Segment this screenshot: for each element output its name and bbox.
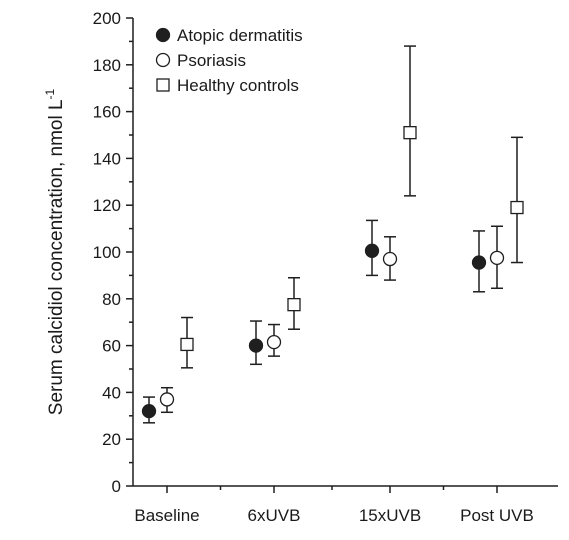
y-tick-label-180: 180 (93, 56, 121, 75)
legend-marker-2 (156, 78, 170, 92)
data-marks-group (141, 45, 524, 424)
x-tick-label-2: 15xUVB (359, 506, 421, 525)
legend-label-2: Healthy controls (177, 76, 299, 95)
y-tick-label-100: 100 (93, 243, 121, 262)
x-tick-label-3: Post UVB (460, 506, 534, 525)
y-tick-label-80: 80 (102, 290, 121, 309)
y-axis-title-superscript: -1 (43, 88, 57, 99)
data-point (159, 392, 175, 407)
data-point (180, 337, 194, 352)
y-tick-label-160: 160 (93, 103, 121, 122)
data-point (287, 297, 301, 312)
data-point (266, 334, 282, 350)
y-axis-title: Serum calcidiol concentration, nmol L-1 (43, 88, 67, 415)
y-tick-label-120: 120 (93, 196, 121, 215)
y-axis-title-text: Serum calcidiol concentration, nmol L (46, 99, 67, 415)
data-point (141, 403, 157, 419)
x-tick-label-0: Baseline (134, 506, 199, 525)
data-point (382, 251, 398, 267)
series-1 (159, 225, 505, 414)
legend-group: Atopic dermatitis Psoriasis Healthy contro… (155, 26, 303, 95)
series-2 (180, 45, 524, 369)
data-point (248, 338, 264, 353)
x-tick-label-1: 6xUVB (248, 506, 301, 525)
y-tick-label-20: 20 (102, 430, 121, 449)
y-ticks-group: 0 20 40 60 80 100 120 140 160 180 200 (93, 9, 133, 496)
legend-label-0: Atopic dermatitis (177, 26, 303, 45)
data-point (489, 250, 505, 266)
data-point (403, 126, 417, 140)
legend-marker-1 (155, 52, 171, 68)
y-tick-label-140: 140 (93, 149, 121, 168)
legend-label-1: Psoriasis (177, 51, 246, 70)
data-point (471, 255, 487, 270)
x-tick-labels-group: Baseline 6xUVB 15xUVB Post UVB (134, 486, 534, 525)
legend-marker-0 (155, 27, 171, 43)
y-tick-label-200: 200 (93, 9, 121, 28)
y-tick-label-0: 0 (112, 477, 121, 496)
y-tick-label-40: 40 (102, 383, 121, 402)
data-point (510, 200, 524, 215)
series-0 (141, 219, 487, 424)
y-tick-label-60: 60 (102, 337, 121, 356)
data-point (364, 243, 380, 258)
